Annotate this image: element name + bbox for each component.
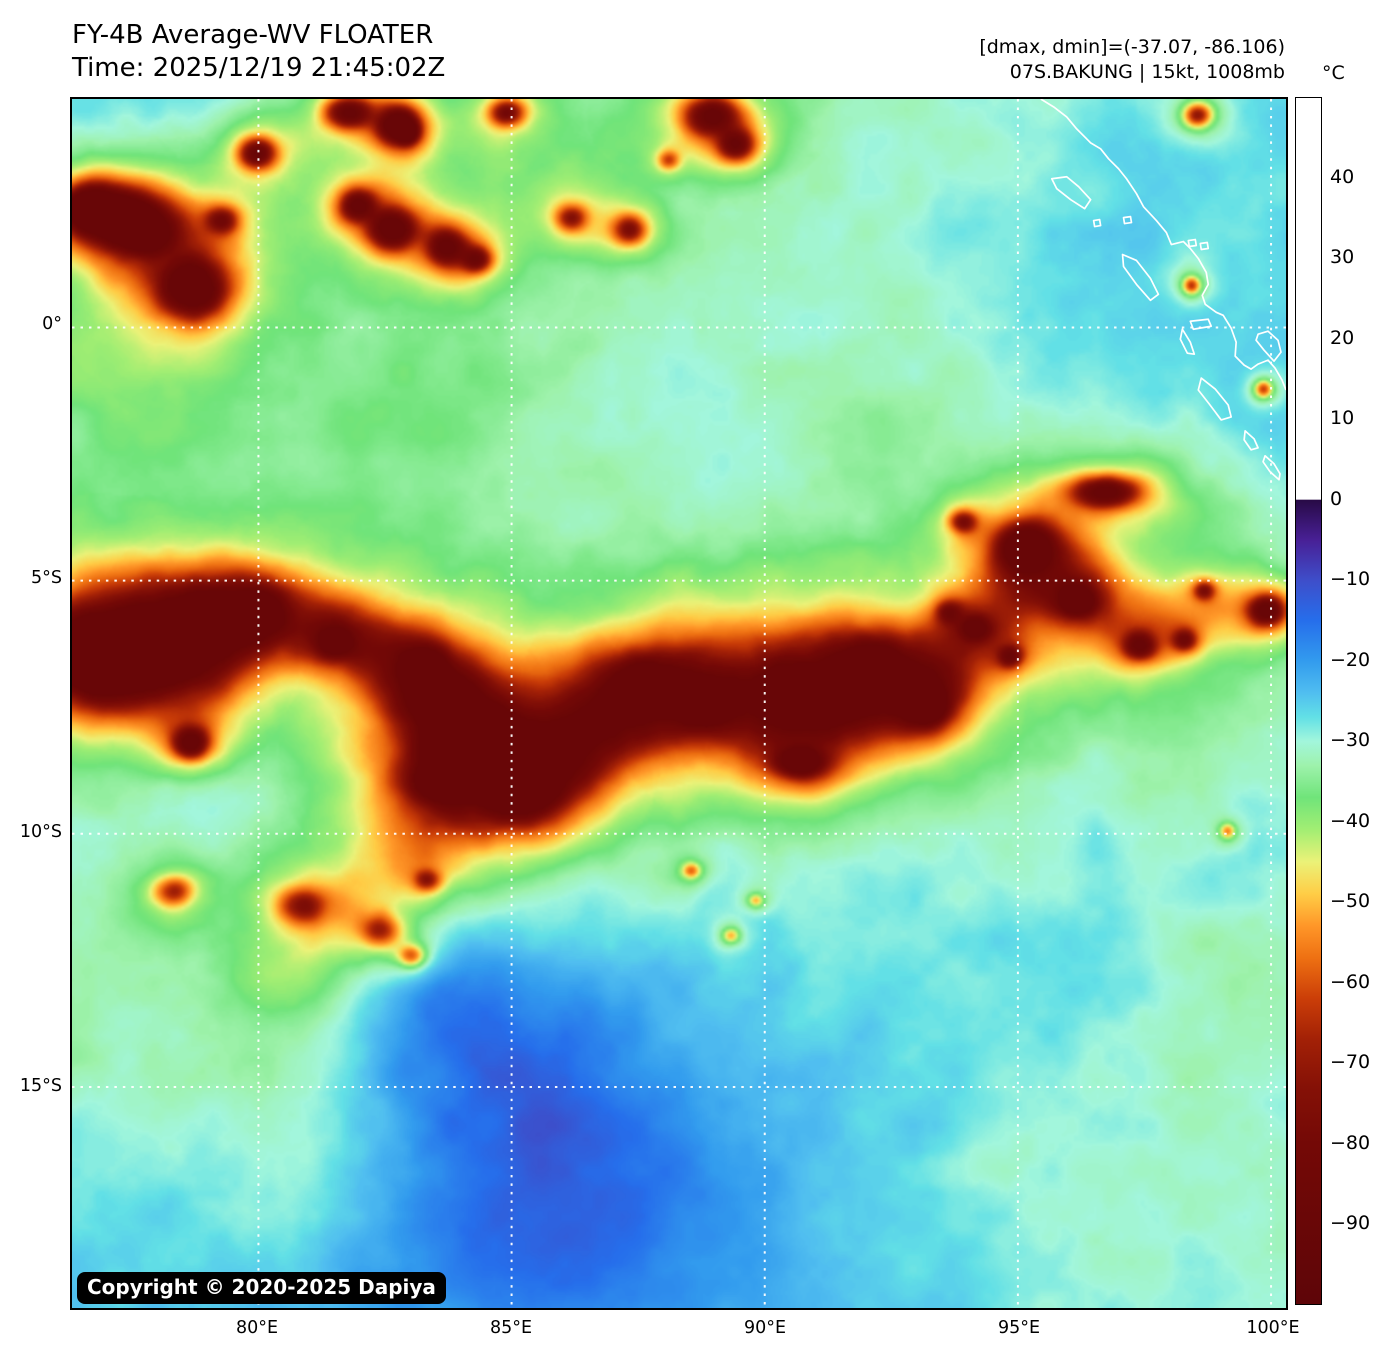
lat-tick-label: 10°S <box>19 822 62 843</box>
colorbar-tick-label: −30 <box>1330 729 1371 752</box>
colorbar-gradient <box>1296 98 1321 1304</box>
island-outline <box>1179 328 1196 356</box>
colorbar-tick-label: −90 <box>1330 1212 1371 1235</box>
island-outline <box>1092 218 1102 228</box>
colorbar-tick-label: −40 <box>1330 809 1371 832</box>
colorbar-tick-label: 0 <box>1330 487 1343 510</box>
product-time: Time: 2025/12/19 21:45:02Z <box>72 53 446 83</box>
island-outline <box>1243 430 1259 451</box>
lat-tick-label: 15°S <box>19 1076 62 1097</box>
colorbar-tick-label: −60 <box>1330 970 1371 993</box>
lat-tick-label: 0° <box>42 314 62 335</box>
product-title: FY-4B Average-WV FLOATER <box>72 20 434 50</box>
lon-tick-label: 100°E <box>1246 1318 1300 1338</box>
lat-tick-label: 5°S <box>31 568 62 589</box>
colorbar-tick-label: −10 <box>1330 568 1371 591</box>
colorbar-tick-label: −80 <box>1330 1131 1371 1154</box>
colorbar-tick-label: −70 <box>1330 1051 1371 1074</box>
coastline <box>1040 99 1286 481</box>
colorbar-tick-label: −50 <box>1330 890 1371 913</box>
island-outline <box>1197 377 1233 421</box>
copyright-badge: Copyright © 2020-2025 Dapiya <box>77 1272 446 1304</box>
colorbar <box>1295 97 1322 1305</box>
island-outline <box>1187 238 1198 248</box>
lon-tick-label: 80°E <box>235 1318 279 1338</box>
colorbar-tick-label: 30 <box>1330 246 1355 269</box>
island-outline <box>1199 241 1210 251</box>
storm-readout: 07S.BAKUNG | 15kt, 1008mb <box>1009 61 1285 83</box>
wv-satellite-image <box>72 99 1286 1308</box>
mainland-coastline <box>1040 99 1286 391</box>
island-outline <box>1122 215 1133 225</box>
island-outline <box>1189 318 1213 331</box>
colorbar-unit-label: °C <box>1322 62 1345 84</box>
gridlines <box>72 99 1286 1308</box>
colorbar-tick-label: −20 <box>1330 648 1371 671</box>
dmax-dmin-readout: [dmax, dmin]=(-37.07, -86.106) <box>979 36 1285 58</box>
island-outline <box>1050 175 1092 210</box>
colorbar-tick-label: 10 <box>1330 407 1355 430</box>
lon-tick-label: 95°E <box>997 1318 1041 1338</box>
lon-tick-label: 85°E <box>489 1318 533 1338</box>
island-outline <box>1121 253 1160 302</box>
colorbar-tick-label: 20 <box>1330 326 1355 349</box>
map-panel: Copyright © 2020-2025 Dapiya <box>70 97 1288 1310</box>
lon-tick-label: 90°E <box>743 1318 787 1338</box>
island-outline <box>1255 330 1282 362</box>
island-outline <box>1262 454 1281 481</box>
colorbar-tick-label: 40 <box>1330 165 1355 188</box>
map-overlay <box>72 99 1286 1308</box>
